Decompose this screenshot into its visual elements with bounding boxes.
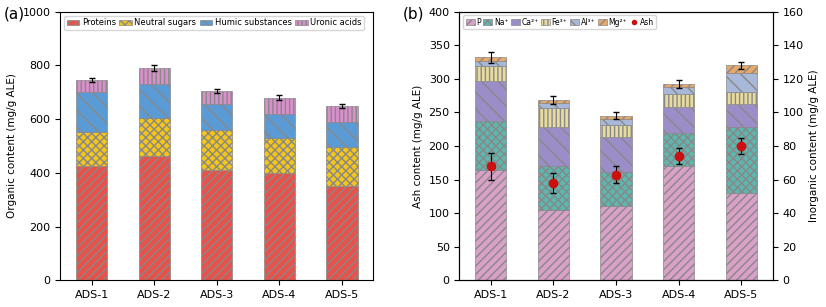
Bar [326, 186, 358, 280]
Bar [538, 103, 569, 108]
Bar [601, 206, 632, 280]
Bar [326, 122, 358, 146]
Y-axis label: Ash content (mg/g ALE): Ash content (mg/g ALE) [413, 84, 423, 208]
Y-axis label: Inorganic content (mg/g ALE): Inorganic content (mg/g ALE) [809, 70, 819, 222]
Bar [326, 106, 358, 122]
Bar [726, 193, 757, 280]
Bar [601, 119, 632, 125]
Bar [663, 133, 695, 166]
Bar [663, 94, 695, 107]
Bar [663, 166, 695, 280]
Bar [601, 125, 632, 137]
Bar [202, 91, 232, 104]
Legend: P, Na⁺, Ca²⁺, Fe³⁺, Al³⁺, Mg²⁺, Ash: P, Na⁺, Ca²⁺, Fe³⁺, Al³⁺, Mg²⁺, Ash [463, 15, 657, 29]
Bar [601, 172, 632, 206]
Bar [726, 91, 757, 104]
Bar [475, 169, 506, 280]
Bar [202, 104, 232, 130]
Bar [263, 173, 295, 280]
Bar [726, 104, 757, 127]
Bar [663, 84, 695, 87]
Bar [663, 87, 695, 94]
Bar [663, 107, 695, 133]
Bar [726, 73, 757, 91]
Bar [263, 114, 295, 138]
Bar [139, 156, 170, 280]
Bar [475, 121, 506, 169]
Bar [538, 108, 569, 127]
Bar [475, 66, 506, 81]
Bar [76, 92, 107, 132]
Bar [601, 116, 632, 119]
Bar [726, 127, 757, 193]
Legend: Proteins, Neutral sugars, Humic substances, Uronic acids: Proteins, Neutral sugars, Humic substanc… [64, 16, 364, 30]
Y-axis label: Organic content (mg/g ALE): Organic content (mg/g ALE) [7, 74, 17, 219]
Bar [475, 61, 506, 66]
Bar [139, 118, 170, 156]
Bar [202, 130, 232, 170]
Bar [538, 210, 569, 280]
Bar [475, 57, 506, 61]
Bar [139, 84, 170, 118]
Bar [139, 68, 170, 84]
Text: (b): (b) [403, 6, 425, 21]
Bar [76, 166, 107, 280]
Bar [263, 98, 295, 114]
Bar [538, 166, 569, 210]
Bar [76, 80, 107, 92]
Bar [263, 138, 295, 173]
Bar [538, 100, 569, 103]
Bar [202, 170, 232, 280]
Bar [601, 137, 632, 172]
Bar [326, 146, 358, 186]
Bar [475, 81, 506, 121]
Text: (a): (a) [4, 6, 25, 21]
Bar [538, 127, 569, 166]
Bar [726, 65, 757, 73]
Bar [76, 132, 107, 166]
